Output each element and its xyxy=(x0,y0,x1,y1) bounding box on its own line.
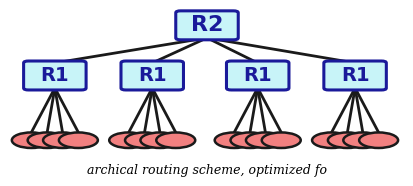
Circle shape xyxy=(358,132,397,148)
Text: R1: R1 xyxy=(340,66,368,85)
Text: R1: R1 xyxy=(243,66,271,85)
Circle shape xyxy=(261,132,300,148)
Circle shape xyxy=(214,132,253,148)
Circle shape xyxy=(109,132,148,148)
FancyBboxPatch shape xyxy=(176,11,237,40)
Circle shape xyxy=(342,132,381,148)
Text: R2: R2 xyxy=(190,15,223,35)
FancyBboxPatch shape xyxy=(24,61,86,90)
FancyBboxPatch shape xyxy=(226,61,288,90)
Circle shape xyxy=(28,132,66,148)
Circle shape xyxy=(245,132,284,148)
Circle shape xyxy=(140,132,179,148)
Circle shape xyxy=(59,132,97,148)
Text: R1: R1 xyxy=(40,66,69,85)
Circle shape xyxy=(230,132,269,148)
Circle shape xyxy=(327,132,366,148)
Text: R1: R1 xyxy=(138,66,166,85)
Circle shape xyxy=(156,132,195,148)
Text: archical routing scheme, optimized fo: archical routing scheme, optimized fo xyxy=(87,164,326,177)
Circle shape xyxy=(311,132,350,148)
FancyBboxPatch shape xyxy=(121,61,183,90)
Circle shape xyxy=(125,132,164,148)
FancyBboxPatch shape xyxy=(323,61,385,90)
Circle shape xyxy=(12,132,51,148)
Circle shape xyxy=(43,132,82,148)
